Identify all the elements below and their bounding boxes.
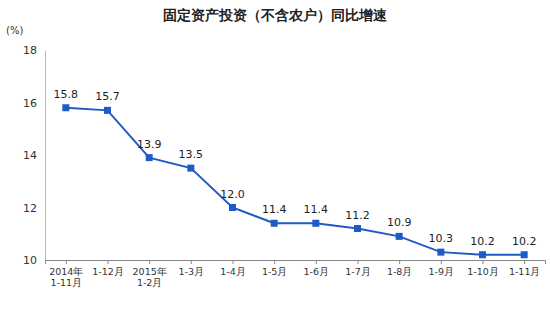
x-tick: 2014年1-11月 <box>49 260 83 288</box>
x-tick: 2015年1-2月 <box>133 260 167 288</box>
x-tick-label: 2014年1-11月 <box>49 266 83 288</box>
x-tick-mark <box>108 260 109 264</box>
x-tick-label: 2015年1-2月 <box>133 266 167 288</box>
y-axis-line <box>45 51 46 261</box>
x-tick: 1-6月 <box>304 260 330 277</box>
x-tick-mark <box>316 260 317 264</box>
x-tick-mark <box>483 260 484 264</box>
marker <box>354 225 361 232</box>
x-axis: 2014年1-11月 1-12月 2015年1-2月 1-3月 1-4月 1-5月 1-6月… <box>46 260 546 288</box>
x-tick: 1-10月 <box>467 260 499 277</box>
data-labels: 15.8 15.7 13.9 13.5 12.0 11.4 11.4 11.2 10.9 10.3… <box>54 88 537 248</box>
y-tick: 10 <box>23 254 45 267</box>
y-axis: 10 12 14 16 18 <box>23 44 46 267</box>
y-tick-label: 12 <box>23 202 37 215</box>
y-tick-label: 18 <box>23 44 37 57</box>
x-tick-label: 1-5月 <box>262 266 288 277</box>
marker <box>312 220 319 227</box>
y-tick-label: 16 <box>23 97 37 110</box>
marker <box>396 233 403 240</box>
y-tick-label: 10 <box>23 254 37 267</box>
x-tick: 1-7月 <box>345 260 371 277</box>
marker <box>104 107 111 114</box>
x-tick-label: 1-4月 <box>220 266 246 277</box>
x-tick-label: 1-10月 <box>467 266 499 277</box>
marker <box>229 204 236 211</box>
x-tick-mark <box>399 260 400 264</box>
data-label: 15.8 <box>54 88 79 101</box>
x-tick-mark <box>524 260 525 264</box>
x-tick-label: 1-3月 <box>179 266 205 277</box>
x-tick-mark <box>441 260 442 264</box>
x-tick-mark <box>149 260 150 264</box>
marker <box>521 251 528 258</box>
data-label: 13.9 <box>137 138 162 151</box>
x-tick: 1-3月 <box>179 260 205 277</box>
x-tick-mark <box>358 260 359 264</box>
x-tick-mark <box>191 260 192 264</box>
y-tick-label: 14 <box>23 149 37 162</box>
data-label: 11.4 <box>262 203 287 216</box>
data-label: 11.4 <box>304 203 329 216</box>
y-axis-label: (%) <box>6 25 23 36</box>
data-label: 15.7 <box>95 90 120 103</box>
x-axis-line <box>46 261 546 265</box>
x-tick-label: 1-11月 <box>509 266 541 277</box>
chart: 固定资产投资（不含农户）同比增速(%)10121416182014年1-11月1… <box>0 0 550 310</box>
data-label: 11.2 <box>345 209 370 222</box>
marker <box>271 220 278 227</box>
y-tick: 14 <box>23 149 45 162</box>
data-label: 10.2 <box>512 235 537 248</box>
marker <box>437 249 444 256</box>
x-tick-label: 1-7月 <box>345 266 371 277</box>
marker <box>479 251 486 258</box>
x-tick-mark <box>66 260 67 264</box>
x-tick: 1-5月 <box>262 260 288 277</box>
x-tick: 1-11月 <box>509 260 541 277</box>
title: 固定资产投资（不含农户）同比增速 <box>163 7 388 23</box>
x-tick-label: 1-9月 <box>429 266 455 277</box>
x-tick: 1-9月 <box>429 260 455 277</box>
line <box>66 108 524 255</box>
y-tick: 18 <box>23 44 45 57</box>
x-tick-mark <box>233 260 234 264</box>
x-tick-label: 1-12月 <box>92 266 124 277</box>
x-tick: 1-8月 <box>387 260 413 277</box>
x-tick-label: 1-8月 <box>387 266 413 277</box>
y-tick: 16 <box>23 97 45 110</box>
y-tick: 12 <box>23 202 45 215</box>
data-label: 10.3 <box>429 232 454 245</box>
marker <box>187 165 194 172</box>
x-tick: 1-12月 <box>92 260 124 277</box>
x-tick-label: 1-6月 <box>304 266 330 277</box>
x-tick: 1-4月 <box>220 260 246 277</box>
data-label: 13.5 <box>179 148 204 161</box>
data-label: 10.9 <box>387 216 412 229</box>
data-label: 10.2 <box>470 235 495 248</box>
plot-area <box>62 104 527 258</box>
marker <box>146 154 153 161</box>
marker <box>62 104 69 111</box>
data-label: 12.0 <box>220 188 245 201</box>
x-tick-mark <box>274 260 275 264</box>
